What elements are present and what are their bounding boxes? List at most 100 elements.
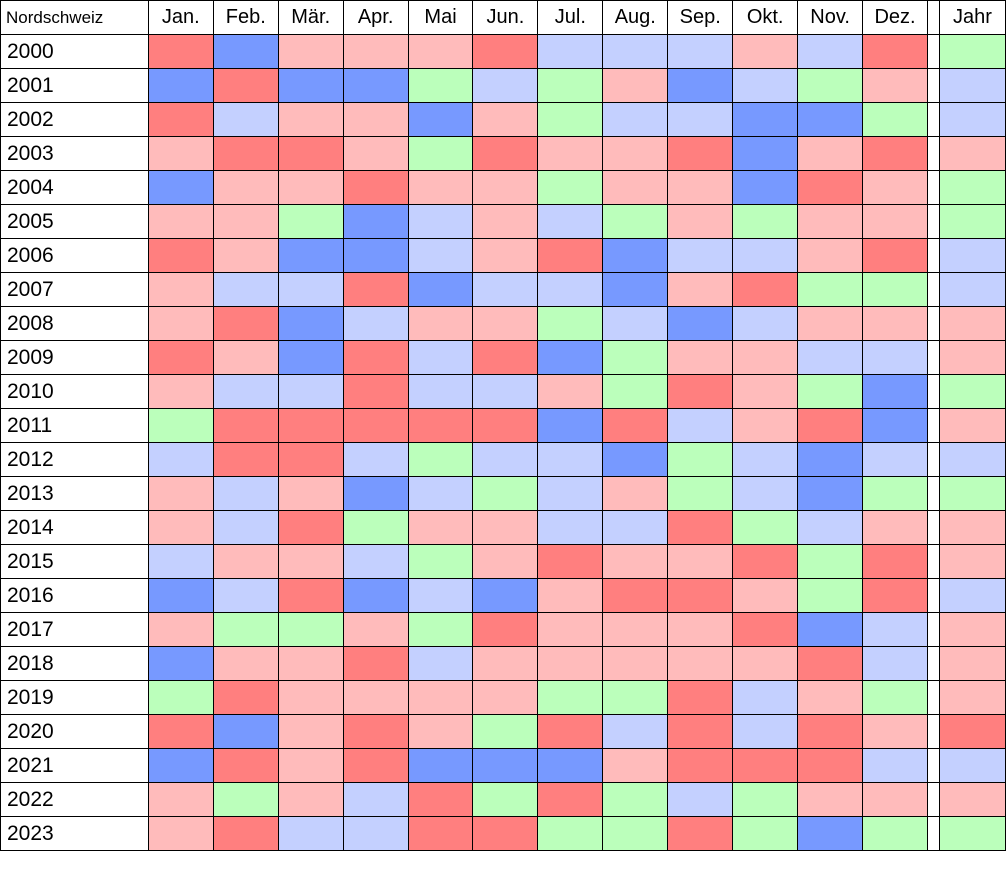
heatmap-cell xyxy=(407,476,474,511)
month-header: Nov. xyxy=(797,0,864,35)
heatmap-cell xyxy=(212,136,279,171)
heatmap-cell xyxy=(537,408,604,443)
heatmap-cell xyxy=(732,238,799,273)
heatmap-cell xyxy=(407,204,474,239)
heatmap-cell xyxy=(147,544,214,579)
heatmap-cell xyxy=(537,544,604,579)
year-row: 2015 xyxy=(0,544,1006,579)
column-separator xyxy=(926,748,940,783)
heatmap-cell xyxy=(472,578,539,613)
heatmap-cell xyxy=(667,34,734,69)
heatmap-cell xyxy=(277,238,344,273)
heatmap-cell xyxy=(732,544,799,579)
column-separator xyxy=(926,714,940,749)
annual-cell xyxy=(938,68,1006,103)
heatmap-cell xyxy=(212,476,279,511)
year-row: 2007 xyxy=(0,272,1006,307)
month-header: Jan. xyxy=(147,0,214,35)
heatmap-cell xyxy=(602,170,669,205)
year-label: 2000 xyxy=(0,34,149,69)
heatmap-cell xyxy=(732,714,799,749)
heatmap-cell xyxy=(667,578,734,613)
month-header: Jun. xyxy=(472,0,539,35)
heatmap-cell xyxy=(602,68,669,103)
heatmap-cell xyxy=(147,442,214,477)
heatmap-cell xyxy=(862,442,928,477)
heatmap-cell xyxy=(472,782,539,817)
heatmap-cell xyxy=(862,612,928,647)
heatmap-cell xyxy=(797,340,864,375)
heatmap-cell xyxy=(862,646,928,681)
year-row: 2016 xyxy=(0,578,1006,613)
heatmap-cell xyxy=(342,68,409,103)
heatmap-title: Nordschweiz xyxy=(0,0,149,35)
heatmap-cell xyxy=(147,748,214,783)
year-row: 2008 xyxy=(0,306,1006,341)
column-separator xyxy=(926,782,940,817)
heatmap-cell xyxy=(732,340,799,375)
heatmap-cell xyxy=(147,510,214,545)
heatmap-cell xyxy=(277,578,344,613)
year-label: 2023 xyxy=(0,816,149,851)
heatmap-cell xyxy=(472,68,539,103)
heatmap-cell xyxy=(472,544,539,579)
heatmap-cell xyxy=(602,680,669,715)
heatmap-cell xyxy=(797,102,864,137)
column-separator xyxy=(926,510,940,545)
heatmap-cell xyxy=(407,748,474,783)
year-label: 2014 xyxy=(0,510,149,545)
heatmap-cell xyxy=(732,272,799,307)
heatmap-cell xyxy=(212,102,279,137)
heatmap-cell xyxy=(602,102,669,137)
heatmap-cell xyxy=(667,238,734,273)
heatmap-cell xyxy=(342,136,409,171)
heatmap-cell xyxy=(797,408,864,443)
heatmap-cell xyxy=(277,748,344,783)
annual-header: Jahr xyxy=(938,0,1006,35)
heatmap-cell xyxy=(862,102,928,137)
heatmap-cell xyxy=(342,680,409,715)
heatmap-cell xyxy=(407,544,474,579)
heatmap-cell xyxy=(602,374,669,409)
heatmap-cell xyxy=(342,782,409,817)
annual-cell xyxy=(938,782,1006,817)
column-separator xyxy=(926,646,940,681)
heatmap-cell xyxy=(277,544,344,579)
heatmap-cell xyxy=(472,102,539,137)
year-label: 2022 xyxy=(0,782,149,817)
heatmap-cell xyxy=(732,442,799,477)
heatmap-cell xyxy=(537,340,604,375)
column-separator xyxy=(926,306,940,341)
annual-cell xyxy=(938,714,1006,749)
heatmap-cell xyxy=(277,272,344,307)
column-separator xyxy=(926,238,940,273)
annual-cell xyxy=(938,170,1006,205)
annual-cell xyxy=(938,612,1006,647)
heatmap-cell xyxy=(342,306,409,341)
heatmap-cell xyxy=(147,578,214,613)
annual-cell xyxy=(938,204,1006,239)
annual-cell xyxy=(938,442,1006,477)
heatmap-cell xyxy=(472,714,539,749)
heatmap-cell xyxy=(212,374,279,409)
heatmap-cell xyxy=(602,408,669,443)
year-row: 2011 xyxy=(0,408,1006,443)
heatmap-cell xyxy=(277,442,344,477)
heatmap-cell xyxy=(862,238,928,273)
heatmap-cell xyxy=(277,408,344,443)
year-label: 2019 xyxy=(0,680,149,715)
heatmap-cell xyxy=(732,136,799,171)
heatmap-cell xyxy=(472,204,539,239)
heatmap-cell xyxy=(862,510,928,545)
heatmap-cell xyxy=(667,408,734,443)
heatmap-cell xyxy=(212,170,279,205)
year-label: 2001 xyxy=(0,68,149,103)
heatmap-cell xyxy=(147,714,214,749)
heatmap-cell xyxy=(342,102,409,137)
annual-cell xyxy=(938,578,1006,613)
heatmap-cell xyxy=(342,34,409,69)
heatmap-cell xyxy=(667,442,734,477)
heatmap-cell xyxy=(862,204,928,239)
column-separator xyxy=(926,578,940,613)
heatmap-cell xyxy=(667,544,734,579)
